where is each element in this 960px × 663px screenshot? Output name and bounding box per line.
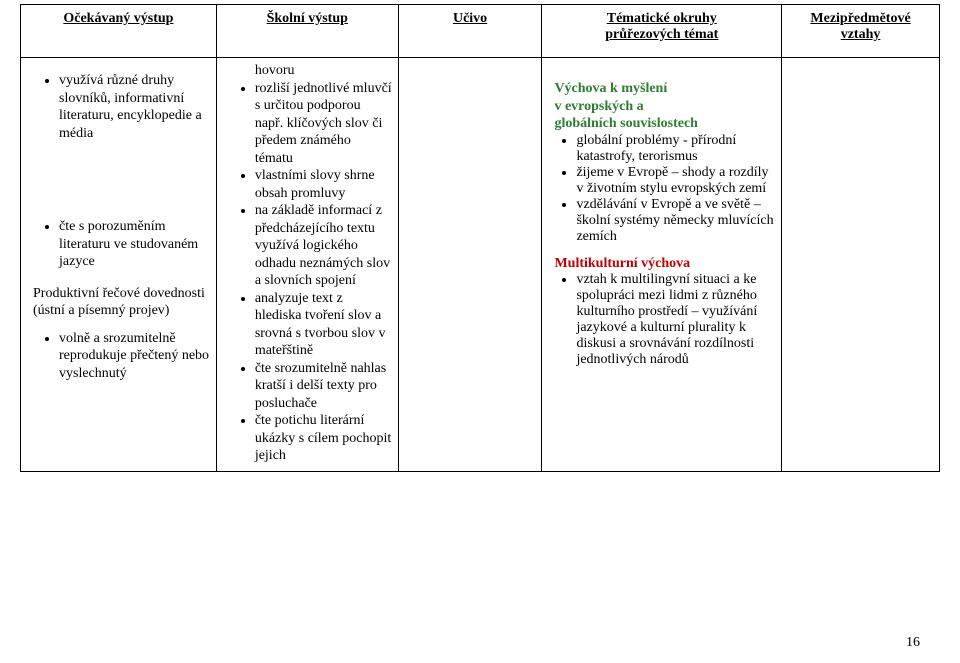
header-cross-subject: Mezipředmětové vztahy <box>782 5 940 58</box>
list-item: rozliší jednotlivé mluvčí s určitou podp… <box>255 80 392 168</box>
header-thematic-areas: Tématické okruhy průřezových témat <box>542 5 782 58</box>
green-heading-line: v evropských a <box>548 98 775 116</box>
col5-header-line2: vztahy <box>841 27 881 42</box>
list-item: čte s porozuměním literaturu ve studovan… <box>59 218 210 271</box>
list-item: globální problémy - přírodní katastrofy,… <box>576 133 775 165</box>
green-heading-line: globálních souvislostech <box>548 115 775 133</box>
lead-word: hovoru <box>223 62 392 80</box>
list-item: žijeme v Evropě – shody a rozdíly v živo… <box>576 165 775 197</box>
list-item: vztah k multilingvní situaci a ke spolup… <box>576 272 775 368</box>
col4-header-line1: Tématické okruhy <box>607 11 717 26</box>
cell-thematic-areas: Výchova k myšlení v evropských a globáln… <box>542 58 782 472</box>
section-label: Produktivní řečové dovednosti <box>27 285 210 303</box>
col5-header-line1: Mezipředmětové <box>810 11 910 26</box>
list-item: využívá různé druhy slovníků, informativ… <box>59 72 210 142</box>
col2-header: Školní výstup <box>267 11 348 26</box>
list-item: volně a srozumitelně reprodukuje přečten… <box>59 330 210 383</box>
header-row: Očekávaný výstup Školní výstup Učivo Tém… <box>21 5 940 58</box>
green-heading-line: Výchova k myšlení <box>548 80 775 98</box>
header-expected-output: Očekávaný výstup <box>21 5 217 58</box>
list-item: analyzuje text z hlediska tvoření slov a… <box>255 290 392 360</box>
list-item: vzdělávání v Evropě a ve světě – školní … <box>576 197 775 245</box>
col1-header: Očekávaný výstup <box>63 11 173 26</box>
list-item: čte potichu literární ukázky s cílem poc… <box>255 412 392 465</box>
cell-school-output: hovoru rozliší jednotlivé mluvčí s určit… <box>216 58 398 472</box>
col3-header: Učivo <box>453 11 487 26</box>
section-sublabel: (ústní a písemný projev) <box>27 302 210 320</box>
header-school-output: Školní výstup <box>216 5 398 58</box>
curriculum-table: Očekávaný výstup Školní výstup Učivo Tém… <box>20 4 940 472</box>
cell-subject-matter <box>398 58 542 472</box>
content-row: využívá různé druhy slovníků, informativ… <box>21 58 940 472</box>
red-heading-line: Multikulturní výchova <box>548 255 775 273</box>
col4-header-line2: průřezových témat <box>605 27 718 42</box>
list-item: čte srozumitelně nahlas kratší i delší t… <box>255 360 392 413</box>
cell-cross-subject <box>782 58 940 472</box>
list-item: na základě informací z předcházejícího t… <box>255 202 392 290</box>
cell-expected-output: využívá různé druhy slovníků, informativ… <box>21 58 217 472</box>
header-subject-matter: Učivo <box>398 5 542 58</box>
list-item: vlastními slovy shrne obsah promluvy <box>255 167 392 202</box>
page-number: 16 <box>906 635 920 651</box>
